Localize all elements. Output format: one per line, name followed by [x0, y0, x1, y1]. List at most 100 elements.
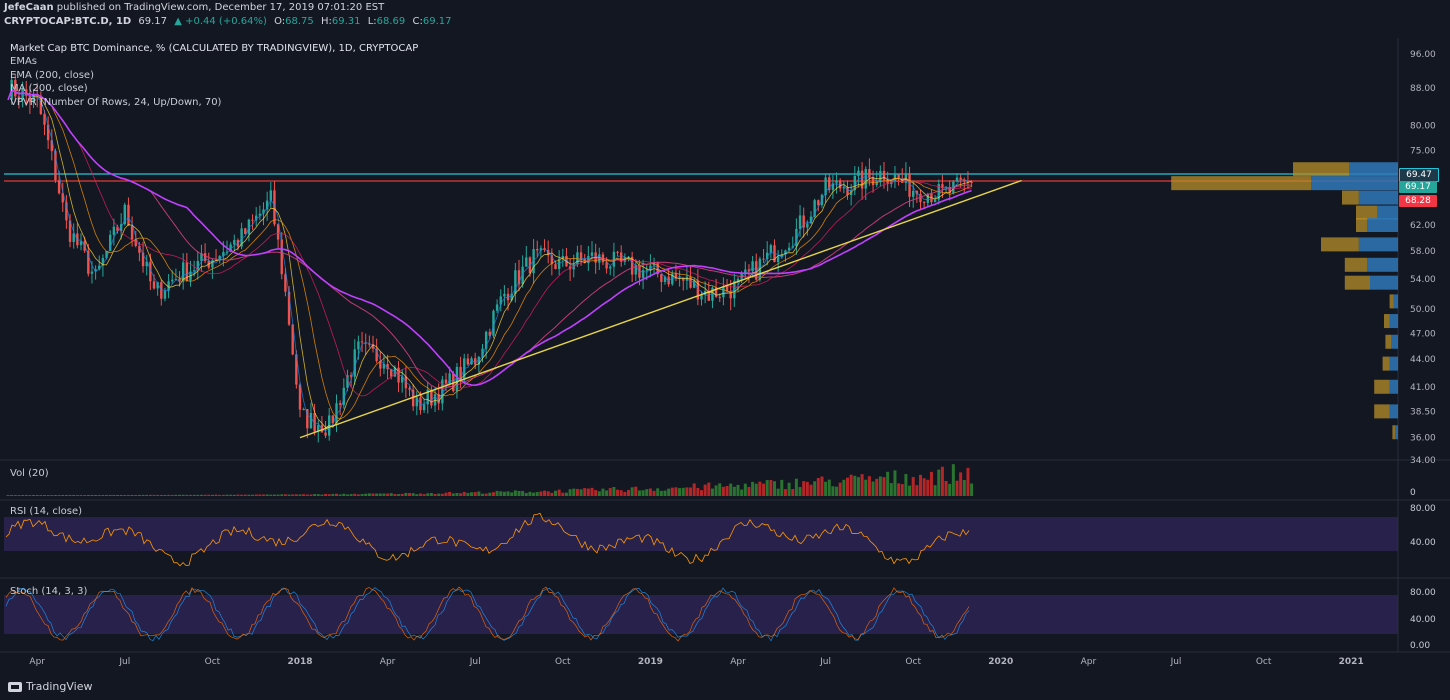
candle-body [689, 276, 692, 288]
volume-bar [437, 493, 441, 496]
y-tick-label: 58.00 [1410, 247, 1436, 257]
author-name[interactable]: JefeCaan [4, 2, 54, 13]
candle-body [335, 403, 338, 424]
candle-body [280, 239, 283, 275]
x-tick-label: 2020 [988, 657, 1013, 667]
volume-bar [269, 494, 273, 496]
candle-body [430, 389, 433, 406]
volume-pane-title[interactable]: Vol (20) [10, 468, 49, 479]
volume-bar [689, 487, 693, 496]
candle-body [536, 248, 539, 251]
volume-bar [156, 494, 160, 496]
volume-bar [794, 478, 798, 496]
volume-bar [415, 494, 419, 496]
symbol-label[interactable]: CRYPTOCAP:BTC.D, 1D [4, 16, 132, 27]
volume-bar [524, 492, 528, 496]
volume-bar [780, 479, 784, 496]
x-tick-label: 2021 [1339, 657, 1364, 667]
candle-body [806, 223, 809, 228]
candle-body [466, 358, 470, 365]
candle-body [663, 276, 667, 282]
volume-bar [342, 493, 346, 496]
candle-body [561, 255, 564, 259]
candle-body [846, 187, 849, 196]
volume-bar [710, 488, 714, 496]
volume-bar [86, 494, 90, 496]
volume-bar [663, 490, 667, 496]
volume-bar [546, 491, 550, 496]
candle-body [317, 425, 320, 432]
candle-body [112, 226, 116, 235]
volume-bar [254, 494, 258, 496]
volume-bar [590, 487, 594, 496]
candle-body [167, 281, 170, 291]
volume-bar [944, 480, 948, 496]
vpvr-up-bar [1358, 237, 1398, 252]
candle-body [39, 95, 43, 115]
volume-bar [134, 494, 138, 496]
candle-body [408, 388, 411, 390]
volume-bar [714, 485, 718, 496]
volume-bar [46, 494, 50, 496]
candle-body [324, 432, 327, 436]
volume-bar [229, 494, 233, 496]
volume-bar [251, 494, 255, 496]
volume-bar [754, 483, 758, 496]
volume-bar [743, 483, 747, 496]
candle-body [835, 180, 838, 184]
volume-bar [119, 494, 123, 496]
candle-body [696, 280, 700, 300]
volume-bar [645, 489, 649, 496]
volume-axis-label: 0 [1410, 488, 1416, 498]
open-value: O:68.75 [274, 16, 314, 27]
candle-body [714, 287, 718, 297]
volume-bar [911, 477, 915, 496]
candle-body [101, 257, 105, 266]
candle-body [941, 184, 944, 189]
volume-bar [835, 486, 839, 496]
candle-body [682, 277, 685, 281]
candle-body [736, 278, 740, 281]
vpvr-up-bar [1311, 176, 1398, 191]
volume-bar [510, 492, 514, 496]
candle-body [368, 343, 371, 345]
rsi-band [4, 517, 1398, 551]
close-value: C:69.17 [412, 16, 451, 27]
candle-body [620, 252, 623, 262]
volume-bars [6, 464, 974, 496]
vpvr-down-bar [1356, 217, 1368, 232]
vpvr-up-bar [1395, 425, 1398, 440]
candle-body [203, 253, 207, 261]
volume-bar [189, 494, 192, 496]
footer-brand[interactable]: TradingView [8, 680, 92, 693]
rsi-pane-title[interactable]: RSI (14, close) [10, 506, 83, 517]
indicator-ma200[interactable]: MA (200, close) [10, 83, 88, 94]
candle-body [798, 215, 802, 229]
y-tick-label: 34.00 [1410, 456, 1436, 466]
volume-bar [181, 494, 185, 496]
candle-body [897, 174, 900, 180]
indicator-vpvr[interactable]: VPVR (Number Of Rows, 24, Up/Down, 70) [10, 97, 222, 108]
volume-bar [426, 493, 430, 496]
indicator-emas[interactable]: EMAs [10, 56, 37, 67]
candle-body [510, 293, 513, 301]
candle-body [320, 425, 324, 433]
volume-bar [747, 486, 751, 496]
volume-bar [130, 494, 134, 496]
candle-body [525, 257, 528, 267]
volume-bar [652, 490, 656, 496]
volume-bar [962, 480, 966, 496]
volume-bar [356, 494, 360, 496]
indicator-ema200[interactable]: EMA (200, close) [10, 70, 94, 81]
candle-body [517, 270, 521, 285]
volume-bar [287, 494, 291, 496]
volume-bar [703, 484, 707, 496]
candle-body [54, 151, 57, 181]
y-tick-label: 88.00 [1410, 84, 1436, 94]
candle-body [141, 252, 145, 267]
stoch-pane-title[interactable]: Stoch (14, 3, 3) [10, 586, 88, 597]
candle-body [371, 344, 375, 349]
vpvr-down-bar [1392, 425, 1396, 440]
volume-bar [937, 469, 941, 496]
